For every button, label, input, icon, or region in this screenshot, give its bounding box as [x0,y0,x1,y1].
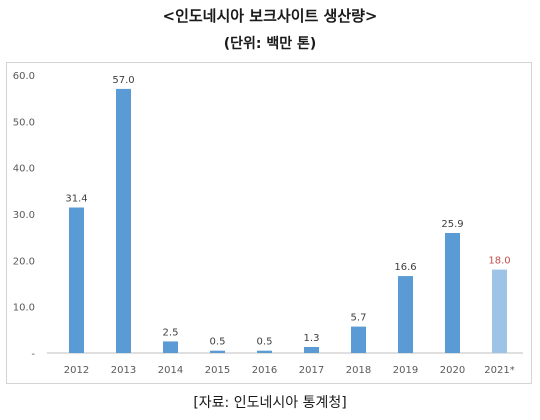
x-tick-label: 2018 [346,365,371,376]
x-tick-label: 2021* [484,365,514,376]
x-tick-label: 2012 [64,365,89,376]
bar-2019 [398,276,413,353]
bar-2015 [210,350,225,353]
bar-2012 [69,207,84,353]
y-tick-label: 50.0 [13,117,35,128]
x-tick-label: 2016 [252,365,277,376]
chart-title: <인도네시아 보크사이트 생산량> [162,7,378,25]
x-tick-label: 2019 [393,365,418,376]
data-label: 1.3 [304,333,320,344]
data-label: 0.5 [257,337,273,348]
data-label: 2.5 [163,327,179,338]
bar-2013 [116,88,131,354]
x-tick-label: 2013 [111,365,136,376]
data-source: [자료: 인도네시아 통계청] [193,395,347,411]
y-tick-label: 10.0 [13,303,35,314]
chart-frame: - 10.0 20.0 30.0 40.0 50.0 60.0 31.4 2012 57.0 201… [6,62,532,384]
data-label: 31.4 [65,194,87,205]
data-label: 5.7 [351,313,367,324]
bar-2021-estimate [492,269,507,353]
x-tick-label: 2015 [205,365,230,376]
bar-2017 [304,346,319,353]
y-tick-label: 30.0 [13,210,35,221]
data-label: 0.5 [210,337,226,348]
data-label: 25.9 [441,219,463,230]
x-tick-label: 2020 [440,365,465,376]
bar-2020 [445,232,460,353]
bar-2018 [351,326,366,353]
bar-2014 [163,341,178,353]
data-label: 18.0 [488,256,510,267]
x-tick-label: 2017 [299,365,324,376]
chart-unit-subtitle: (단위: 백만 톤) [223,36,317,52]
y-tick-label: 20.0 [13,256,35,267]
y-tick-label: - [31,349,35,360]
bar-2016 [257,350,272,353]
x-tick-label: 2014 [158,365,183,376]
y-tick-label: 40.0 [13,164,35,175]
data-label: 57.0 [112,75,134,86]
data-label: 16.6 [394,262,416,273]
bar-chart: - 10.0 20.0 30.0 40.0 50.0 60.0 31.4 2012 57.0 201… [13,71,523,376]
y-tick-label: 60.0 [13,71,35,82]
